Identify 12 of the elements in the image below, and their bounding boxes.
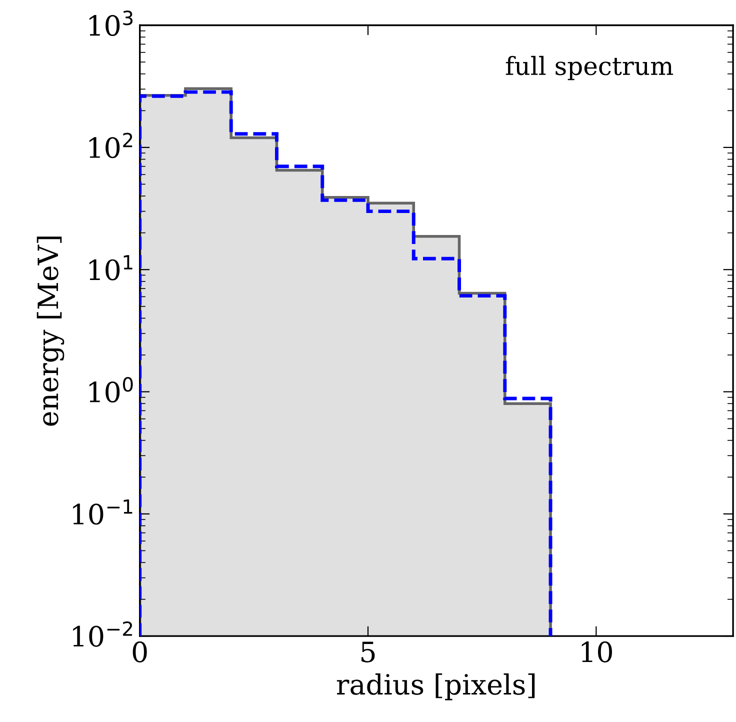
y-tick-label: 10$^{−2}$ <box>73 621 132 647</box>
x-tick-label: 10 <box>582 641 612 662</box>
y-tick-label: 10$^{0}$ <box>89 377 133 402</box>
x-tick-label: 0 <box>132 641 147 662</box>
x-axis-title: radius [pixels] <box>336 673 535 700</box>
annotation: full spectrum <box>506 56 674 80</box>
y-tick-label: 10$^{3}$ <box>89 10 133 36</box>
y-tick-label: 10$^{2}$ <box>89 132 132 158</box>
x-tick-label: 5 <box>362 642 375 662</box>
y-axis-title: energy [MeV] <box>36 236 64 426</box>
y-tick-label: 10$^{−1}$ <box>73 499 132 525</box>
y-tick-label: 10$^{1}$ <box>89 255 132 280</box>
